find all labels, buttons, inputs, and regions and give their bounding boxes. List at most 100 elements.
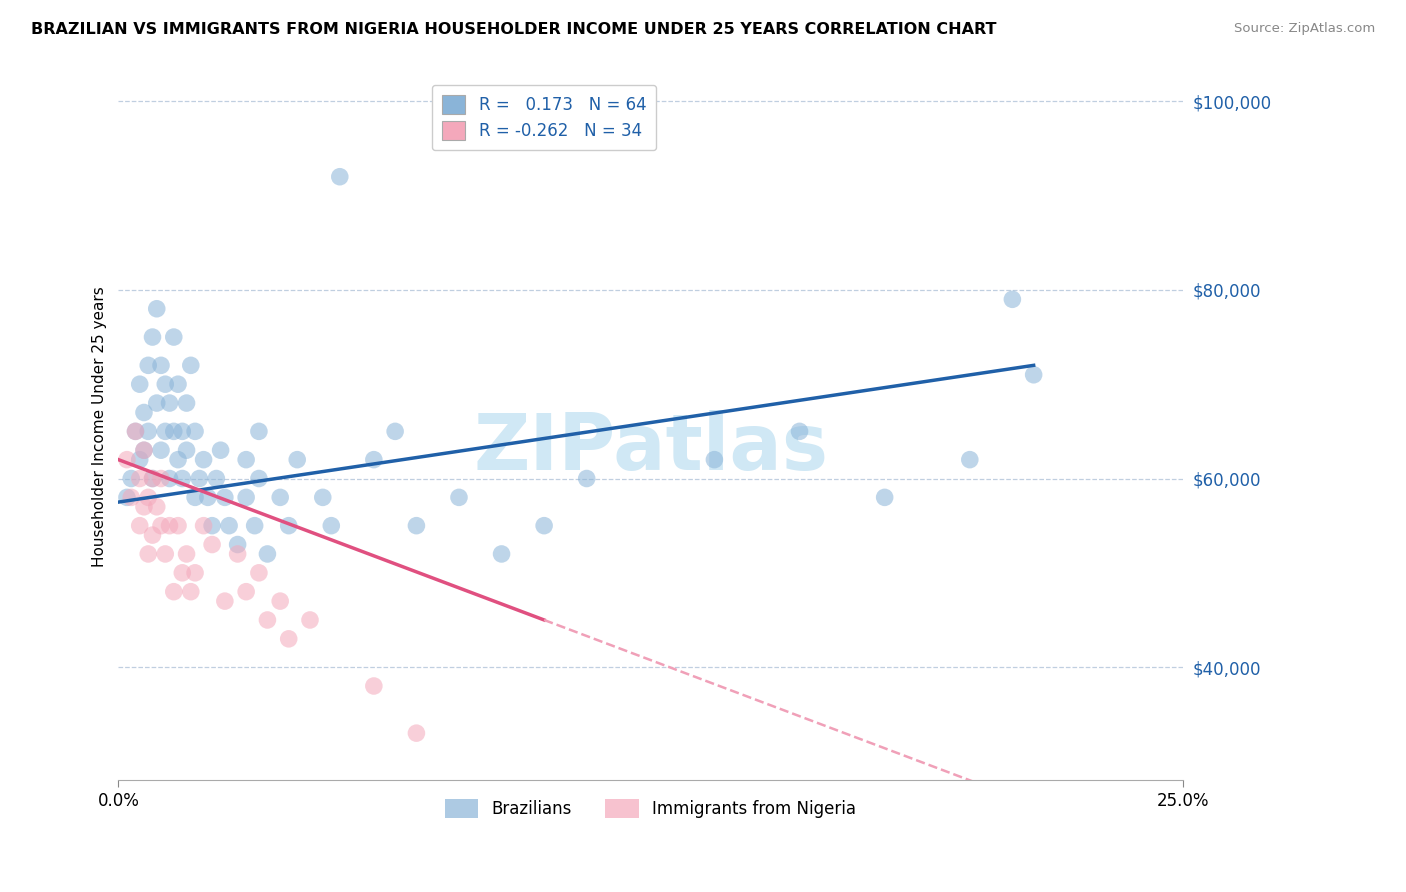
Point — [405, 726, 427, 740]
Point — [141, 330, 163, 344]
Point — [277, 518, 299, 533]
Point — [180, 359, 202, 373]
Point — [256, 547, 278, 561]
Point — [193, 452, 215, 467]
Point — [115, 491, 138, 505]
Point — [247, 425, 270, 439]
Point — [150, 471, 173, 485]
Point — [132, 500, 155, 514]
Point — [163, 330, 186, 344]
Point — [959, 452, 981, 467]
Point — [201, 537, 224, 551]
Point — [141, 471, 163, 485]
Point — [167, 452, 190, 467]
Point — [575, 471, 598, 485]
Point — [150, 518, 173, 533]
Point — [235, 452, 257, 467]
Point — [136, 547, 159, 561]
Point — [235, 491, 257, 505]
Point — [132, 443, 155, 458]
Point — [298, 613, 321, 627]
Point — [155, 377, 177, 392]
Point — [329, 169, 352, 184]
Point — [128, 471, 150, 485]
Point — [145, 396, 167, 410]
Point — [145, 301, 167, 316]
Point — [120, 471, 142, 485]
Point — [145, 500, 167, 514]
Point — [115, 452, 138, 467]
Point — [136, 359, 159, 373]
Text: ZIPatlas: ZIPatlas — [472, 409, 828, 486]
Point — [247, 566, 270, 580]
Point — [873, 491, 896, 505]
Point — [128, 518, 150, 533]
Point — [363, 452, 385, 467]
Point — [172, 566, 194, 580]
Point — [214, 491, 236, 505]
Point — [209, 443, 232, 458]
Point — [176, 443, 198, 458]
Point — [128, 452, 150, 467]
Point — [184, 425, 207, 439]
Point — [172, 471, 194, 485]
Point — [447, 491, 470, 505]
Point — [150, 359, 173, 373]
Point — [312, 491, 335, 505]
Point — [214, 594, 236, 608]
Point — [120, 491, 142, 505]
Point — [172, 425, 194, 439]
Point — [789, 425, 811, 439]
Point — [141, 471, 163, 485]
Point — [184, 491, 207, 505]
Point — [188, 471, 211, 485]
Point — [193, 518, 215, 533]
Point — [159, 396, 181, 410]
Point — [491, 547, 513, 561]
Point — [218, 518, 240, 533]
Point — [163, 584, 186, 599]
Point — [226, 537, 249, 551]
Point — [155, 425, 177, 439]
Point — [201, 518, 224, 533]
Point — [132, 443, 155, 458]
Point — [703, 452, 725, 467]
Point — [243, 518, 266, 533]
Point — [180, 584, 202, 599]
Point — [247, 471, 270, 485]
Point — [1022, 368, 1045, 382]
Point — [141, 528, 163, 542]
Point — [150, 443, 173, 458]
Point — [176, 396, 198, 410]
Point — [159, 518, 181, 533]
Point — [132, 405, 155, 419]
Point — [1001, 293, 1024, 307]
Point — [405, 518, 427, 533]
Point — [384, 425, 406, 439]
Point — [155, 547, 177, 561]
Point — [197, 491, 219, 505]
Point — [269, 491, 291, 505]
Point — [136, 425, 159, 439]
Legend: Brazilians, Immigrants from Nigeria: Brazilians, Immigrants from Nigeria — [439, 792, 863, 825]
Point — [124, 425, 146, 439]
Point — [235, 584, 257, 599]
Point — [176, 547, 198, 561]
Point — [124, 425, 146, 439]
Point — [205, 471, 228, 485]
Text: BRAZILIAN VS IMMIGRANTS FROM NIGERIA HOUSEHOLDER INCOME UNDER 25 YEARS CORRELATI: BRAZILIAN VS IMMIGRANTS FROM NIGERIA HOU… — [31, 22, 997, 37]
Point — [256, 613, 278, 627]
Point — [163, 425, 186, 439]
Point — [226, 547, 249, 561]
Point — [269, 594, 291, 608]
Point — [321, 518, 343, 533]
Point — [533, 518, 555, 533]
Point — [159, 471, 181, 485]
Point — [277, 632, 299, 646]
Point — [136, 491, 159, 505]
Point — [285, 452, 308, 467]
Point — [167, 518, 190, 533]
Point — [167, 377, 190, 392]
Point — [128, 377, 150, 392]
Y-axis label: Householder Income Under 25 years: Householder Income Under 25 years — [93, 286, 107, 567]
